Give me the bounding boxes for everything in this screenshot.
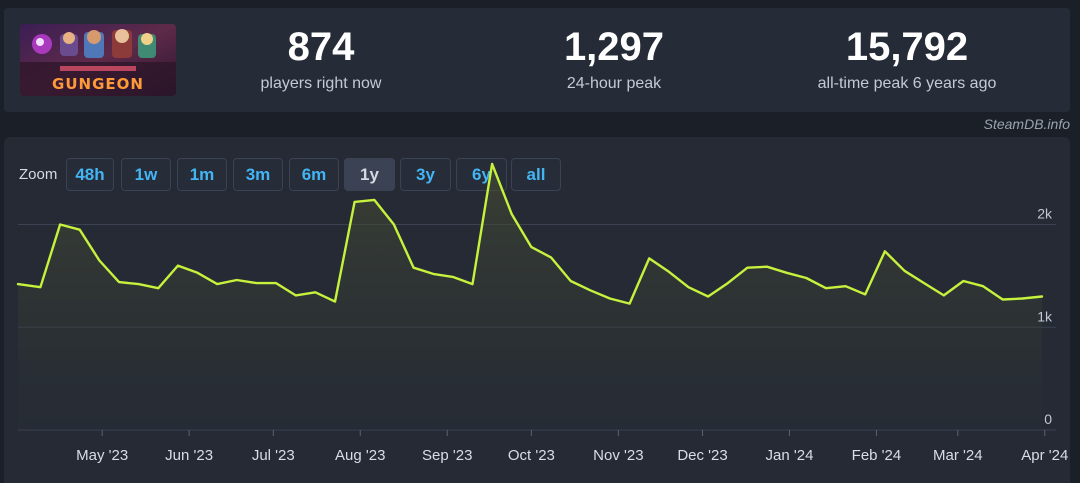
- zoom-button-48h[interactable]: 48h: [66, 158, 114, 191]
- series-area: [18, 163, 1042, 430]
- series-line: [16, 162, 1044, 305]
- alltime-peak-label: all-time peak 6 years ago: [817, 75, 997, 92]
- zoom-button-all[interactable]: all: [511, 158, 561, 191]
- xtick-label: Dec '23: [677, 447, 727, 464]
- game-thumbnail[interactable]: GUNGEON: [20, 24, 176, 96]
- zoom-button-1y[interactable]: 1y: [344, 158, 395, 191]
- players-now-value: 874: [287, 25, 355, 69]
- players-now-label: players right now: [260, 75, 382, 92]
- xtick-label: Jan '24: [766, 447, 814, 464]
- xtick-label: Apr '24: [1021, 447, 1068, 464]
- stat-24h-peak: 1,297 24-hour peak: [484, 25, 744, 94]
- zoom-button-1w[interactable]: 1w: [121, 158, 171, 191]
- zoom-label: Zoom: [19, 166, 58, 183]
- xtick-label: May '23: [76, 447, 128, 464]
- stats-bar: GUNGEON 874 players right now 1,297 24-h…: [4, 8, 1070, 112]
- zoom-button-1m[interactable]: 1m: [177, 158, 227, 191]
- xtick-label: Aug '23: [335, 447, 385, 464]
- zoom-button-6y[interactable]: 6y: [456, 158, 507, 191]
- stat-players-now: 874 players right now: [191, 25, 451, 94]
- ytick-label-1k: 1k: [1037, 308, 1053, 324]
- xtick-label: Oct '23: [508, 447, 555, 464]
- zoom-button-3m[interactable]: 3m: [233, 158, 283, 191]
- alltime-peak-value: 15,792: [845, 25, 969, 69]
- steamdb-credit[interactable]: SteamDB.info: [983, 116, 1070, 132]
- peak-24h-label: 24-hour peak: [566, 75, 662, 92]
- ytick-label-0: 0: [1044, 411, 1052, 427]
- xtick-label: Feb '24: [852, 447, 902, 464]
- xtick-label: Mar '24: [933, 447, 983, 464]
- zoom-button-6m[interactable]: 6m: [289, 158, 339, 191]
- xtick-label: Nov '23: [593, 447, 643, 464]
- zoom-button-3y[interactable]: 3y: [400, 158, 451, 191]
- chart-panel: Zoom 48h 1w 1m 3m 6m 1y 3y 6y all 0 1k 2k M…: [4, 137, 1070, 483]
- peak-24h-value: 1,297: [563, 25, 665, 69]
- thumbnail-logo-text: GUNGEON: [52, 75, 144, 93]
- ytick-label-2k: 2k: [1037, 206, 1053, 222]
- stat-alltime-peak: 15,792 all-time peak 6 years ago: [777, 25, 1037, 94]
- player-count-chart[interactable]: 0 1k 2k May '23 Jun '23 Jul '23 Aug '23 Sep '23…: [4, 137, 1070, 483]
- xtick-label: Jun '23: [165, 447, 213, 464]
- xtick-label: Jul '23: [252, 447, 295, 464]
- xtick-label: Sep '23: [422, 447, 472, 464]
